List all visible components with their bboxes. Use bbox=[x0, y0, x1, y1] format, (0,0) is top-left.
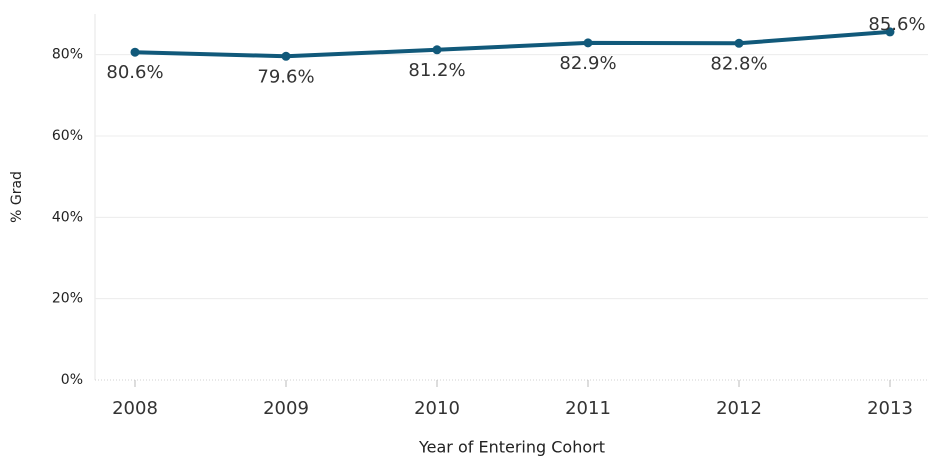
y-axis-title: % Grad bbox=[9, 171, 25, 223]
data-label: 79.6% bbox=[257, 66, 314, 87]
x-tick-label: 2012 bbox=[716, 398, 762, 419]
y-tick-label: 20% bbox=[52, 291, 83, 307]
y-tick-label: 60% bbox=[52, 128, 83, 144]
data-label: 81.2% bbox=[408, 60, 465, 81]
data-label: 82.8% bbox=[710, 53, 767, 74]
x-tick-label: 2013 bbox=[867, 398, 913, 419]
point bbox=[432, 45, 442, 55]
point bbox=[734, 38, 744, 48]
point bbox=[583, 38, 593, 48]
point bbox=[281, 51, 291, 61]
y-tick-label: 0% bbox=[61, 372, 83, 388]
point bbox=[885, 27, 895, 37]
x-tick-label: 2010 bbox=[414, 398, 460, 419]
data-label: 85.6% bbox=[868, 14, 925, 35]
x-tick-label: 2011 bbox=[565, 398, 611, 419]
x-axis-title: Year of Entering Cohort bbox=[418, 438, 605, 457]
x-tick-label: 2009 bbox=[263, 398, 309, 419]
y-tick-label: 40% bbox=[52, 209, 83, 225]
x-tick-label: 2008 bbox=[112, 398, 158, 419]
y-tick-label: 80% bbox=[52, 47, 83, 63]
data-label: 80.6% bbox=[106, 62, 163, 83]
line bbox=[134, 29, 891, 59]
point bbox=[130, 47, 140, 57]
data-label: 82.9% bbox=[559, 53, 616, 74]
